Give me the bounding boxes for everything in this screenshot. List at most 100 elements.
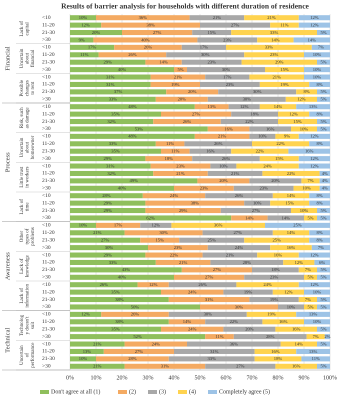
bar-segment <box>278 119 317 125</box>
data-label: 18% <box>271 267 280 272</box>
data-label: 7% <box>318 245 324 250</box>
bar-segment <box>122 30 193 36</box>
data-label: 29% <box>103 156 112 161</box>
data-label: 21% <box>231 171 240 176</box>
y-tick-label: >30 <box>42 364 51 370</box>
data-label: 10% <box>313 289 322 294</box>
bar-segment <box>70 185 174 191</box>
bar-segment <box>145 59 182 65</box>
bar-segment <box>249 297 299 303</box>
data-label: 26% <box>100 282 109 287</box>
bar-segment <box>205 319 263 325</box>
data-label: 14% <box>271 37 280 42</box>
data-label: 23% <box>176 163 185 168</box>
legend-swatch <box>118 390 127 394</box>
barrier-label: in workers <box>26 166 31 187</box>
x-tick-label: 40% <box>169 375 180 381</box>
bar-segment <box>252 267 299 273</box>
bar-segment <box>233 185 294 191</box>
data-label: 8% <box>317 82 323 87</box>
data-label: 14% <box>159 60 168 65</box>
y-tick-label: >30 <box>42 334 51 340</box>
bar-segment <box>70 22 102 28</box>
legend-label: Completely agree (5) <box>219 388 270 395</box>
data-label: 37% <box>114 89 123 94</box>
bar-segment <box>275 326 317 332</box>
bar-segment <box>249 178 302 184</box>
bar-segment <box>124 341 187 347</box>
data-label: 28% <box>266 334 275 339</box>
bar-segment <box>298 156 330 162</box>
data-label: 27% <box>233 230 242 235</box>
data-label: 7% <box>305 297 311 302</box>
barrier-label: financial <box>31 49 36 67</box>
y-tick-label: >30 <box>42 275 51 281</box>
bar-segment <box>210 259 284 265</box>
bar-segment <box>70 104 195 110</box>
data-label: 12% <box>152 223 161 228</box>
y-tick-label: <10 <box>42 341 51 347</box>
bar-segment <box>70 178 198 184</box>
bar-segment <box>296 104 330 110</box>
bar-segment <box>317 126 330 132</box>
barrier-label: information <box>26 284 31 308</box>
data-label: 14% <box>287 193 296 198</box>
y-tick-label: 11-20 <box>42 111 55 117</box>
bar-segment <box>124 363 206 369</box>
bar-segment <box>304 67 330 73</box>
data-label: 21% <box>176 171 185 176</box>
data-label: 26% <box>198 282 207 287</box>
bar-segment <box>70 81 151 87</box>
x-tick-label: 20% <box>117 375 128 381</box>
data-label: 27% <box>252 208 261 213</box>
data-label: 24% <box>235 245 244 250</box>
data-label: 21% <box>179 260 188 265</box>
bar-segment <box>220 208 291 214</box>
bar-segment <box>207 96 286 102</box>
data-label: 33% <box>207 356 216 361</box>
data-label: 5% <box>320 304 326 309</box>
bar-segment <box>207 245 271 251</box>
bar-segment <box>270 22 299 28</box>
data-label: 23% <box>270 275 279 280</box>
bar-segment <box>317 363 330 369</box>
data-label: 8% <box>317 111 323 116</box>
bar-segment <box>293 185 320 191</box>
bar-segment <box>304 74 330 80</box>
bar-segment <box>293 37 330 43</box>
data-label: 12% <box>310 134 319 139</box>
y-tick-label: <10 <box>42 15 51 21</box>
bar-segment <box>317 59 330 65</box>
bar-segment <box>145 200 245 206</box>
data-label: 21% <box>226 252 235 257</box>
data-label: 11% <box>166 141 174 146</box>
bar-segment <box>317 30 330 36</box>
data-label: 10% <box>287 304 296 309</box>
bar-segment <box>70 334 206 340</box>
barrier-label: Little trust <box>20 166 25 188</box>
bar-segment <box>283 259 315 265</box>
barrier-label: suit <box>31 321 36 329</box>
bar-segment <box>265 67 304 73</box>
barrier-label: knowledge <box>26 254 31 277</box>
bar-segment <box>142 193 206 199</box>
bar-segment <box>265 222 330 228</box>
bar-segment <box>166 52 245 58</box>
x-tick-label: 0% <box>66 375 74 381</box>
data-label: 5% <box>320 126 326 131</box>
bar-segment <box>70 30 122 36</box>
bar-segment <box>304 215 317 221</box>
bar-segment <box>174 185 234 191</box>
data-label: 10% <box>253 200 262 205</box>
data-label: 22% <box>170 252 179 257</box>
bar-segment <box>70 356 96 362</box>
data-label: 31% <box>106 82 115 87</box>
data-label: 11% <box>280 22 288 27</box>
barrier-label: y doesn't <box>26 316 31 334</box>
bar-segment <box>259 156 299 162</box>
legend-swatch <box>208 390 217 394</box>
bar-segment <box>200 81 260 87</box>
bar-segment <box>304 319 330 325</box>
barrier-label: as damage <box>26 107 31 129</box>
data-label: 20% <box>178 97 187 102</box>
